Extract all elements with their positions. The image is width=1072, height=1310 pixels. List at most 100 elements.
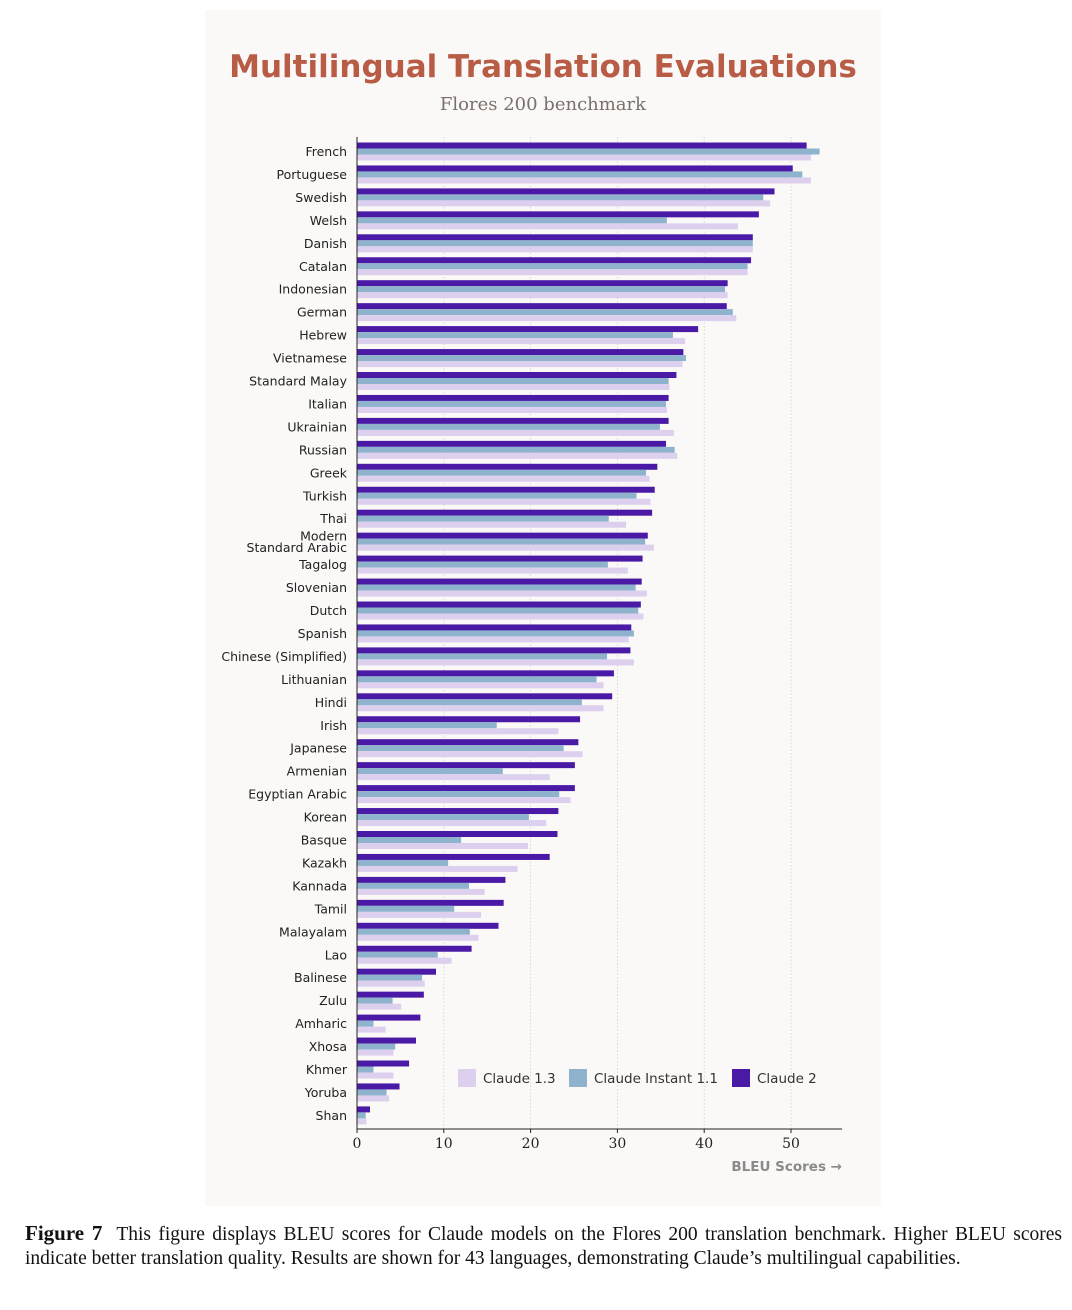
- bar-danish-claude-2: [357, 234, 753, 241]
- bar-hebrew-claude-1-3: [357, 338, 686, 345]
- bar-hindi-claude-2: [357, 693, 613, 700]
- bar-hindi-claude-1-3: [357, 705, 604, 712]
- bar-dutch-claude-1-3: [357, 613, 644, 620]
- bar-german-claude-instant-1-1: [357, 309, 733, 316]
- bar-khmer-claude-1-3: [357, 1072, 394, 1079]
- bar-khmer-claude-instant-1-1: [357, 1066, 374, 1073]
- bar-danish-claude-1-3: [357, 246, 753, 253]
- category-label: Tagalog: [298, 557, 347, 572]
- category-label: Slovenian: [286, 580, 347, 595]
- legend-swatch: [458, 1069, 476, 1087]
- bar-dutch-claude-instant-1-1: [357, 607, 639, 614]
- bar-lao-claude-2: [357, 945, 472, 952]
- category-label: Catalan: [299, 259, 347, 274]
- bar-xhosa-claude-1-3: [357, 1049, 394, 1056]
- caption-label: Figure 7: [25, 1221, 103, 1245]
- bar-basque-claude-instant-1-1: [357, 837, 462, 843]
- bar-welsh-claude-2: [357, 211, 759, 218]
- bar-dutch-claude-2: [357, 601, 641, 608]
- category-label: Armenian: [287, 764, 347, 779]
- bar-egyptian-arabic-claude-2: [357, 785, 575, 792]
- bars: [357, 142, 820, 1125]
- bar-basque-claude-1-3: [357, 843, 528, 849]
- bar-modern-standard-arabic-claude-1-3: [357, 544, 654, 551]
- chart-subtitle: Flores 200 benchmark: [440, 94, 647, 115]
- bar-armenian-claude-2: [357, 762, 575, 769]
- category-label: Indonesian: [279, 282, 347, 297]
- category-label: Yoruba: [304, 1085, 347, 1100]
- bar-indonesian-claude-1-3: [357, 292, 728, 299]
- bar-german-claude-1-3: [357, 315, 737, 322]
- x-tick-label: 50: [782, 1136, 800, 1152]
- bar-slovenian-claude-instant-1-1: [357, 584, 636, 591]
- bar-tagalog-claude-instant-1-1: [357, 561, 608, 568]
- bar-vietnamese-claude-1-3: [357, 361, 683, 368]
- category-label: Khmer: [306, 1062, 348, 1077]
- category-label: Ukrainian: [287, 419, 347, 434]
- legend: Claude 1.3 Claude Instant 1.1 Claude 2: [458, 1069, 817, 1087]
- bar-swedish-claude-2: [357, 188, 775, 195]
- category-labels: French Portuguese Swedish Welsh Danish Catala…: [221, 144, 347, 1123]
- bar-slovenian-claude-2: [357, 578, 642, 585]
- bar-lithuanian-claude-2: [357, 670, 614, 677]
- category-label: German: [297, 305, 347, 320]
- legend-label: Claude 1.3: [483, 1071, 556, 1087]
- bar-italian-claude-2: [357, 394, 669, 401]
- category-label: Vietnamese: [273, 351, 347, 366]
- bar-modern-standard-arabic-claude-instant-1-1: [357, 538, 646, 545]
- bar-kannada-claude-instant-1-1: [357, 882, 469, 889]
- bar-welsh-claude-instant-1-1: [357, 217, 667, 224]
- x-tick-label: 40: [695, 1136, 713, 1152]
- category-label: Kannada: [292, 878, 347, 893]
- bar-basque-claude-2: [357, 831, 558, 837]
- category-label: French: [305, 144, 347, 159]
- bar-japanese-claude-instant-1-1: [357, 745, 564, 752]
- bar-chinese-simplified--claude-1-3: [357, 659, 634, 666]
- category-label: Xhosa: [309, 1039, 347, 1054]
- bar-japanese-claude-1-3: [357, 751, 583, 758]
- bar-italian-claude-1-3: [357, 406, 667, 413]
- bar-vietnamese-claude-2: [357, 349, 684, 356]
- bar-thai-claude-instant-1-1: [357, 515, 609, 522]
- bar-chinese-simplified--claude-2: [357, 647, 631, 654]
- bar-spanish-claude-instant-1-1: [357, 630, 634, 637]
- bar-turkish-claude-2: [357, 486, 655, 493]
- bar-irish-claude-1-3: [357, 728, 559, 735]
- bar-tamil-claude-instant-1-1: [357, 905, 455, 912]
- bar-zulu-claude-2: [357, 991, 424, 998]
- category-label: Kazakh: [302, 855, 347, 870]
- category-label: Modern Standard Arabic: [247, 529, 348, 556]
- bar-kazakh-claude-1-3: [357, 865, 518, 872]
- bar-xhosa-claude-2: [357, 1037, 417, 1044]
- bar-balinese-claude-2: [357, 968, 436, 975]
- bar-yoruba-claude-instant-1-1: [357, 1089, 387, 1096]
- x-axis-label: BLEU Scores →: [731, 1159, 842, 1175]
- bar-spanish-claude-2: [357, 624, 632, 631]
- bar-xhosa-claude-instant-1-1: [357, 1043, 396, 1050]
- bar-tamil-claude-2: [357, 899, 504, 906]
- category-label: Amharic: [295, 1016, 347, 1031]
- bar-french-claude-2: [357, 142, 807, 149]
- legend-label: Claude 2: [757, 1071, 817, 1087]
- legend-label: Claude Instant 1.1: [594, 1071, 718, 1087]
- bar-standard-malay-claude-instant-1-1: [357, 378, 669, 384]
- bar-shan-claude-1-3: [357, 1118, 367, 1125]
- category-label: Dutch: [310, 603, 347, 618]
- bar-khmer-claude-2: [357, 1060, 410, 1067]
- category-label: Chinese (Simplified): [221, 649, 347, 664]
- bar-chinese-simplified--claude-instant-1-1: [357, 653, 607, 660]
- chart-title: Multilingual Translation Evaluations: [229, 49, 857, 85]
- bar-spanish-claude-1-3: [357, 636, 629, 643]
- category-label: Greek: [310, 465, 348, 480]
- bar-vietnamese-claude-instant-1-1: [357, 355, 686, 362]
- bar-slovenian-claude-1-3: [357, 590, 647, 597]
- category-label: Basque: [301, 833, 348, 848]
- bar-russian-claude-instant-1-1: [357, 446, 675, 453]
- bar-french-claude-instant-1-1: [357, 148, 820, 155]
- bar-balinese-claude-1-3: [357, 980, 425, 987]
- category-label: Zulu: [319, 993, 347, 1008]
- bar-italian-claude-instant-1-1: [357, 400, 667, 407]
- legend-swatch: [569, 1069, 587, 1087]
- bar-french-claude-1-3: [357, 154, 811, 161]
- bar-korean-claude-2: [357, 808, 559, 815]
